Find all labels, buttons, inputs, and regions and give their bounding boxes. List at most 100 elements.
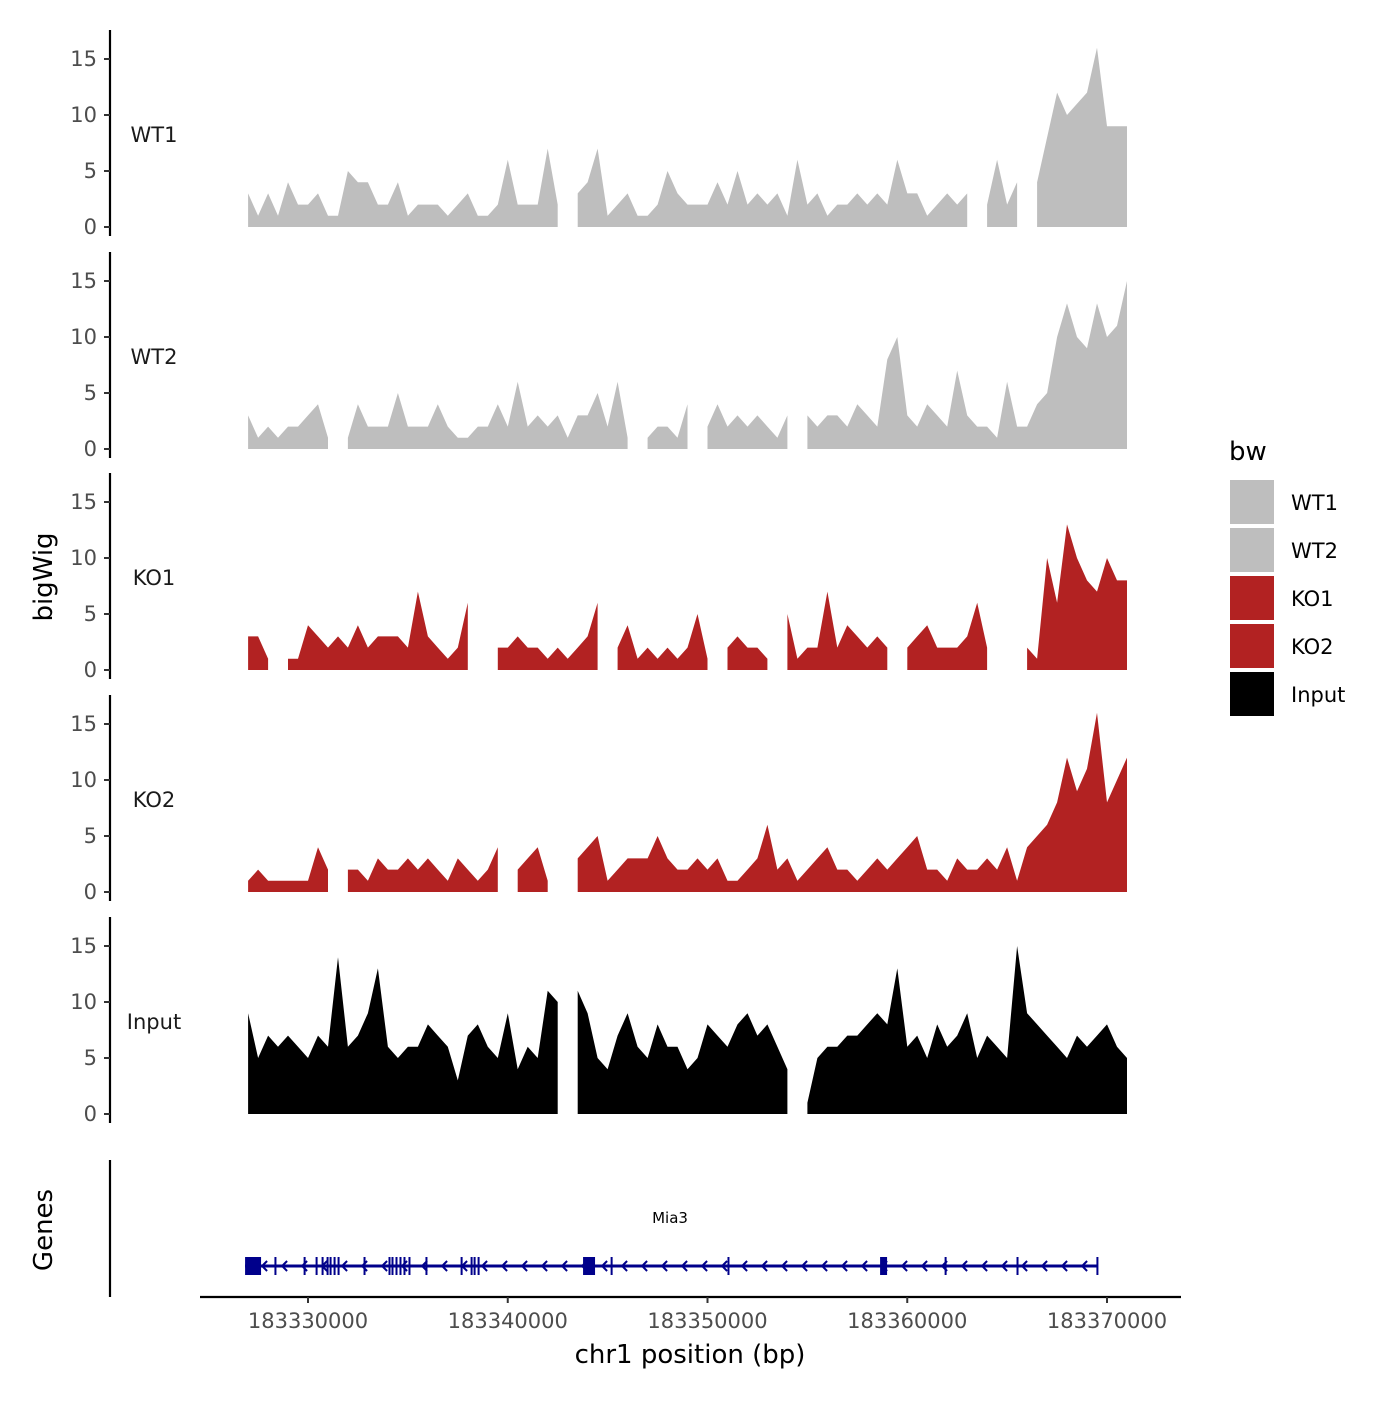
strand-arrow	[900, 1260, 908, 1272]
area-segment-KO1	[288, 591, 468, 670]
strand-arrow	[280, 1260, 288, 1272]
x-tick-label: 183350000	[647, 1309, 767, 1333]
y-tick-label: 0	[84, 880, 97, 904]
x-tick-label: 183340000	[448, 1309, 568, 1333]
strand-arrow	[560, 1260, 568, 1272]
strand-arrow	[1020, 1260, 1028, 1272]
panel-WT2: 0 5 10 15 WT2	[70, 252, 1127, 461]
y-tick-label: 15	[70, 47, 97, 71]
y-tick-label: 5	[84, 1046, 97, 1070]
gene-exon	[477, 1257, 480, 1275]
strand-arrow	[780, 1260, 788, 1272]
strand-arrow	[1000, 1260, 1008, 1272]
gene-exon	[1016, 1257, 1019, 1275]
strand-arrow	[540, 1260, 548, 1272]
y-tick-label: 0	[84, 658, 97, 682]
gene-exon	[727, 1257, 730, 1275]
strand-arrow	[860, 1260, 868, 1272]
gene-exon	[245, 1257, 262, 1275]
signal-panels: 0 5 10 15 WT1 0 5 10 15 WT2 0 5 10 15 KO1 0 5 10 15 KO2 0 5 10…	[70, 30, 1127, 1126]
area-segment-WT1	[987, 159, 1018, 227]
area-segment-KO1	[787, 591, 888, 670]
strand-arrow	[920, 1260, 928, 1272]
gene-exon	[321, 1257, 324, 1275]
y-tick-label: 0	[84, 215, 97, 239]
strand-arrow	[440, 1260, 448, 1272]
strand-arrow	[340, 1260, 348, 1272]
y-tick-label: 10	[70, 325, 97, 349]
area-segment-WT2	[807, 281, 1127, 449]
area-segment-WT2	[707, 404, 788, 449]
x-tick-label: 183360000	[847, 1309, 967, 1333]
strand-arrow	[420, 1260, 428, 1272]
area-segment-WT1	[577, 148, 968, 227]
strand-arrow	[380, 1260, 388, 1272]
strand-arrow	[700, 1260, 708, 1272]
legend-label: WT2	[1291, 539, 1338, 563]
x-tick-label: 183330000	[248, 1309, 368, 1333]
legend-key-WT1	[1230, 480, 1274, 524]
y-tick-label: 15	[70, 490, 97, 514]
strand-arrow	[840, 1260, 848, 1272]
y-tick-label: 15	[70, 934, 97, 958]
x-axis-title: chr1 position (bp)	[575, 1340, 806, 1370]
area-segment-KO2	[577, 712, 1127, 892]
y-tick-label: 0	[84, 437, 97, 461]
strand-arrow	[1060, 1260, 1068, 1272]
x-axis: 183330000 183340000 183350000 183360000 1833…	[200, 1295, 1181, 1333]
y-tick-label: 5	[84, 159, 97, 183]
y-tick-label: 5	[84, 602, 97, 626]
strand-arrow	[960, 1260, 968, 1272]
gene-exon	[329, 1257, 332, 1275]
gene-exon	[303, 1257, 306, 1275]
strand-arrow	[800, 1260, 808, 1272]
strand-arrow	[1080, 1260, 1088, 1272]
strand-arrow	[620, 1260, 628, 1272]
area-segment-KO2	[248, 847, 328, 892]
gene-exon	[399, 1257, 402, 1275]
legend-label: KO1	[1291, 587, 1334, 611]
area-segment-WT2	[647, 404, 688, 449]
track-label: WT1	[131, 123, 178, 147]
area-segment-KO1	[727, 636, 768, 670]
legend-label: KO2	[1291, 635, 1334, 659]
strand-arrow	[680, 1260, 688, 1272]
strand-arrow	[740, 1260, 748, 1272]
area-segment-WT1	[248, 148, 558, 227]
genes-panel: Mia3	[108, 1160, 1099, 1297]
area-segment-KO2	[517, 847, 548, 892]
y-tick-label: 0	[84, 1102, 97, 1126]
area-segment-KO1	[248, 636, 269, 670]
area-segment-KO1	[617, 614, 708, 670]
gene-exon	[403, 1257, 406, 1275]
y-tick-label: 5	[84, 824, 97, 848]
gene-exon	[337, 1257, 340, 1275]
gene-exon	[408, 1257, 411, 1275]
x-tick-label: 183370000	[1047, 1309, 1167, 1333]
gene-exon	[363, 1257, 366, 1275]
y-tick-label: 15	[70, 712, 97, 736]
gene-exon	[473, 1257, 476, 1275]
gene-exon	[333, 1257, 336, 1275]
y-tick-label: 10	[70, 768, 97, 792]
y-tick-label: 15	[70, 269, 97, 293]
strand-arrow	[660, 1260, 668, 1272]
strand-arrow	[260, 1260, 268, 1272]
area-segment-KO2	[347, 847, 498, 892]
gene-exon	[583, 1257, 596, 1275]
legend-label: WT1	[1291, 491, 1338, 515]
strand-arrow	[1040, 1260, 1048, 1272]
panel-Input: 0 5 10 15 Input	[70, 917, 1127, 1126]
y-tick-label: 10	[70, 103, 97, 127]
gene-exon	[944, 1257, 947, 1275]
legend-key-KO1	[1230, 576, 1274, 620]
area-segment-WT1	[1037, 47, 1127, 227]
gene-label: Mia3	[652, 1209, 688, 1227]
gene-exon	[470, 1257, 473, 1275]
area-segment-KO1	[907, 602, 988, 670]
genes-axis-title: Genes	[29, 1189, 59, 1271]
area-segment-Input	[807, 946, 1127, 1114]
y-tick-label: 5	[84, 381, 97, 405]
area-segment-WT2	[248, 404, 328, 449]
strand-arrow	[820, 1260, 828, 1272]
